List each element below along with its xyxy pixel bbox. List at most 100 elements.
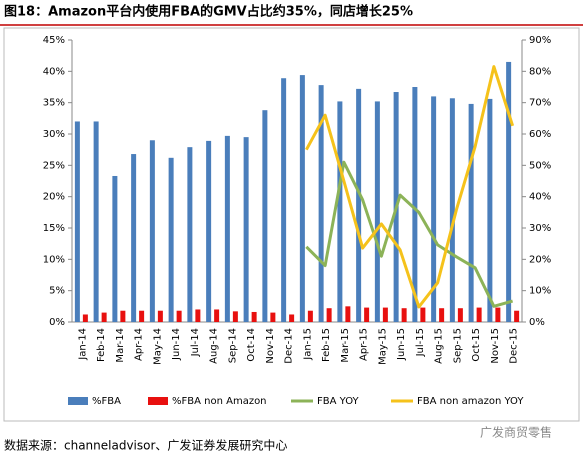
x-tick-label: Feb-14: [96, 328, 107, 362]
x-tick-label: Sep-14: [227, 328, 238, 363]
bar: [243, 137, 249, 322]
y-tick-label: 15%: [43, 223, 65, 234]
bar: [195, 309, 201, 322]
bar: [224, 135, 230, 322]
legend-label: %FBA non Amazon: [172, 396, 267, 407]
bar: [364, 307, 370, 322]
bar: [214, 309, 220, 322]
bar: [262, 110, 268, 322]
bar: [495, 307, 501, 322]
y-tick-label: 40%: [43, 66, 65, 77]
bar: [251, 311, 257, 322]
bar: [289, 314, 295, 322]
bar: [168, 157, 174, 322]
x-tick-label: Jan-15: [302, 328, 313, 361]
chart-frame: [3, 27, 580, 422]
bar: [318, 85, 324, 323]
bar: [431, 96, 437, 323]
bar: [412, 87, 418, 322]
watermark: 广发商贸零售: [480, 425, 552, 440]
y-tick-label: 25%: [43, 160, 65, 171]
legend-swatch: [68, 397, 88, 405]
x-tick-label: Jul-15: [415, 328, 426, 357]
bar: [401, 308, 407, 322]
x-tick-label: Oct-14: [246, 328, 257, 362]
x-tick-label: May-14: [152, 328, 163, 365]
bar: [232, 311, 238, 322]
legend-swatch: [148, 397, 168, 405]
legend-label: %FBA: [92, 396, 121, 407]
bar: [149, 140, 155, 322]
y2-tick-label: 20%: [529, 254, 551, 265]
y-tick-label: 5%: [49, 286, 65, 297]
y2-tick-label: 10%: [529, 286, 551, 297]
x-tick-label: Dec-15: [509, 328, 520, 364]
y-tick-label: 0%: [49, 317, 65, 328]
bar: [487, 98, 493, 322]
bar: [420, 307, 426, 322]
y2-tick-label: 30%: [529, 223, 551, 234]
bar: [356, 88, 362, 322]
x-tick-label: Nov-15: [490, 328, 501, 364]
bar: [270, 312, 276, 322]
line: [305, 160, 514, 308]
y2-tick-label: 80%: [529, 66, 551, 77]
bar: [439, 308, 445, 322]
x-tick-label: Mar-15: [340, 328, 351, 363]
x-tick-label: Feb-15: [321, 328, 332, 362]
y-tick-label: 10%: [43, 254, 65, 265]
bar: [345, 306, 351, 322]
bar: [449, 98, 455, 322]
bar: [157, 310, 163, 322]
y-tick-label: 20%: [43, 192, 65, 203]
x-tick-label: Oct-15: [471, 328, 482, 362]
bar: [93, 121, 99, 322]
bar: [187, 147, 193, 322]
y2-tick-label: 50%: [529, 160, 551, 171]
y2-tick-label: 40%: [529, 192, 551, 203]
x-tick-label: Jun-14: [171, 328, 182, 361]
bar: [382, 307, 388, 322]
bar: [326, 308, 332, 322]
x-tick-label: Apr-15: [359, 328, 370, 361]
bar: [457, 308, 463, 322]
y-tick-label: 35%: [43, 98, 65, 109]
x-tick-label: May-15: [377, 328, 388, 365]
y-tick-label: 45%: [43, 35, 65, 46]
bar: [514, 310, 520, 322]
x-tick-label: Jan-14: [77, 328, 88, 361]
bar: [506, 61, 512, 322]
bar: [476, 307, 482, 322]
bar: [337, 101, 343, 322]
x-tick-label: Aug-14: [209, 328, 220, 364]
legend-label: FBA non amazon YOY: [417, 396, 524, 407]
x-tick-label: Mar-14: [115, 328, 126, 363]
bar: [281, 78, 287, 322]
chart-title: 图18：Amazon平台内使用FBA的GMV占比约35%，同店增长25%: [4, 4, 413, 20]
x-tick-label: Nov-14: [265, 328, 276, 364]
x-tick-label: Sep-15: [452, 328, 463, 363]
y2-tick-label: 60%: [529, 129, 551, 140]
y-tick-label: 30%: [43, 129, 65, 140]
bar: [112, 175, 118, 322]
bar: [307, 310, 313, 322]
source: 数据来源：channeladvisor、广发证券发展研究中心: [4, 438, 287, 453]
bar: [374, 101, 380, 322]
x-tick-label: Apr-14: [134, 328, 145, 361]
bar: [176, 310, 182, 322]
bar: [120, 310, 126, 322]
legend-label: FBA YOY: [317, 396, 360, 407]
y2-tick-label: 70%: [529, 98, 551, 109]
x-tick-label: Aug-15: [434, 328, 445, 364]
bar: [206, 140, 212, 322]
bar: [468, 103, 474, 322]
bar: [139, 310, 145, 322]
line: [305, 65, 515, 309]
bar: [131, 154, 137, 322]
bar: [74, 121, 80, 322]
x-tick-label: Jul-14: [190, 328, 201, 357]
x-tick-label: Jun-15: [396, 328, 407, 361]
bar: [299, 75, 305, 323]
